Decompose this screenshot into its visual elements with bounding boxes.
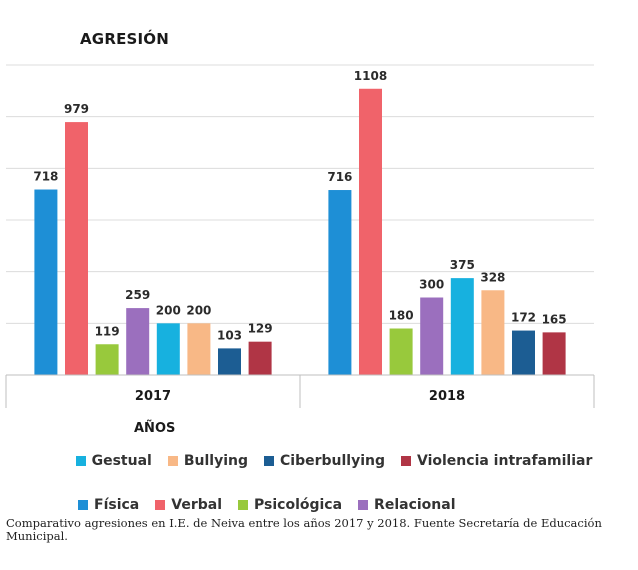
bar: [187, 323, 211, 375]
bar: [481, 290, 505, 375]
legend-label: Ciberbullying: [280, 453, 385, 469]
data-label: 200: [156, 303, 181, 317]
legend-item: Violencia intrafamiliar: [401, 453, 592, 469]
bar: [95, 344, 119, 375]
legend-label: Física: [94, 497, 140, 513]
category-tick-label: 2017: [135, 389, 171, 404]
legend-label: Psicológica: [254, 497, 343, 513]
legend-row-1: Gestual Bullying Ciberbullying Violencia in…: [0, 453, 638, 469]
bar: [359, 88, 382, 376]
legend-swatch: [75, 456, 86, 466]
legend-label: Relacional: [374, 497, 456, 513]
data-label: 716: [327, 170, 352, 184]
legend-row-2: Física Verbal Psicológica Relacional: [0, 497, 638, 513]
legend-label: Gestual: [91, 453, 152, 469]
data-label: 119: [95, 324, 120, 338]
data-label: 259: [125, 288, 150, 302]
legend-swatch: [78, 500, 88, 510]
legend-label: Bullying: [183, 453, 248, 469]
legend-swatch: [358, 500, 369, 510]
bar: [65, 122, 88, 375]
data-label: 200: [186, 303, 211, 317]
category-axis: 2017 2018: [5, 374, 595, 408]
legend-item: Verbal: [155, 497, 222, 513]
bar: [328, 190, 352, 375]
legend-swatch: [167, 456, 178, 466]
data-label: 1108: [354, 69, 387, 83]
chart-title: AGRESIÓN: [80, 30, 170, 48]
legend-label: Violencia intrafamiliar: [417, 453, 593, 469]
bar: [512, 330, 535, 375]
legend-label: Verbal: [171, 497, 222, 513]
bar: [156, 323, 180, 375]
data-label: 328: [480, 270, 505, 284]
data-label: 718: [33, 170, 58, 184]
data-label: 300: [419, 278, 444, 292]
bar: [450, 278, 474, 375]
x-axis-title: AÑOS: [134, 421, 176, 436]
data-label: 172: [511, 311, 536, 325]
bar: [248, 341, 272, 375]
category-tick-label: 2018: [429, 389, 465, 404]
legend-swatch: [155, 500, 166, 510]
legend-item: Física: [78, 497, 139, 513]
data-label: 129: [248, 322, 273, 336]
legend-swatch: [238, 500, 248, 510]
bar: [218, 348, 241, 375]
bar: [126, 308, 150, 375]
bar: [34, 189, 58, 375]
legend-swatch: [264, 456, 274, 466]
bar: [420, 297, 444, 375]
legend-item: Ciberbullying: [264, 453, 385, 469]
data-label: 165: [542, 312, 567, 326]
bars: [34, 88, 566, 376]
data-label: 979: [64, 102, 89, 116]
data-labels: 718 979 119 259 200 200 103 129 716 1108 180 300 375…: [33, 69, 566, 343]
bar: [542, 332, 566, 375]
legend-item: Relacional: [358, 497, 456, 513]
data-label: 375: [450, 258, 475, 272]
legend-item: Bullying: [167, 453, 248, 469]
data-label: 180: [389, 309, 414, 323]
data-label: 103: [217, 328, 242, 342]
bar: [389, 328, 413, 375]
gridlines: [6, 64, 594, 324]
legend-swatch: [401, 456, 411, 466]
bar-chart: 718 979 119 259 200 200 103 129 716 1108 180 300 375…: [5, 64, 595, 408]
legend-item: Gestual: [75, 453, 152, 469]
legend-item: Psicológica: [238, 497, 342, 513]
figure-caption: Comparativo agresiones en I.E. de Neiva …: [6, 516, 602, 543]
